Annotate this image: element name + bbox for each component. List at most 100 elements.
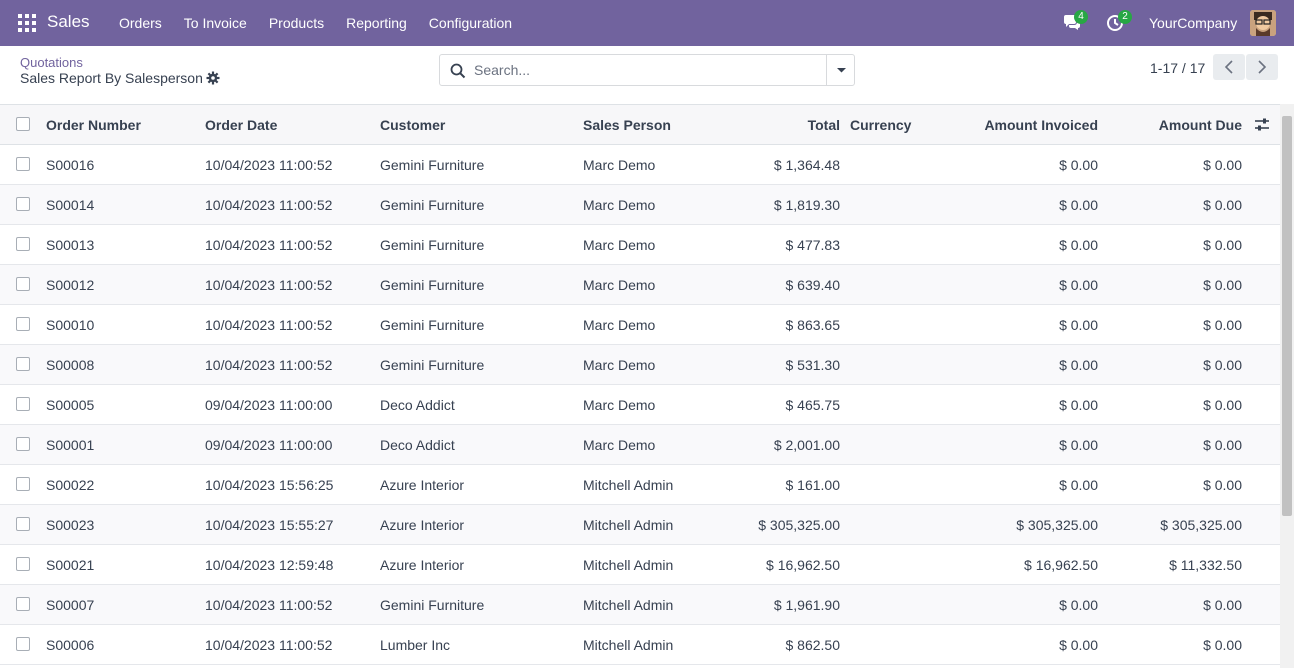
row-select-checkbox[interactable] xyxy=(16,557,30,571)
search-options-toggle[interactable] xyxy=(826,55,855,85)
cell-amount-due: $ 0.00 xyxy=(1203,277,1242,293)
column-header-order-number[interactable]: Order Number xyxy=(46,117,141,133)
row-select-checkbox[interactable] xyxy=(16,277,30,291)
cell-order-date: 09/04/2023 11:00:00 xyxy=(205,437,333,453)
cell-customer: Deco Addict xyxy=(380,397,455,413)
cell-amount-due: $ 0.00 xyxy=(1203,637,1242,653)
cell-sales-person: Marc Demo xyxy=(583,397,656,413)
cell-order-date: 10/04/2023 15:56:25 xyxy=(205,477,334,493)
menu-item-orders[interactable]: Orders xyxy=(119,15,162,31)
row-select-checkbox[interactable] xyxy=(16,597,30,611)
cell-total: $ 531.30 xyxy=(785,357,841,373)
cell-sales-person: Marc Demo xyxy=(583,157,656,173)
cell-total: $ 1,819.30 xyxy=(773,197,840,213)
cell-total: $ 1,961.90 xyxy=(773,597,840,613)
pager-value[interactable]: 1-17 / 17 xyxy=(1150,60,1206,76)
cell-total: $ 1,364.48 xyxy=(773,157,840,173)
row-select-checkbox[interactable] xyxy=(16,357,30,371)
table-row[interactable]: S00006 10/04/2023 11:00:52 Lumber Inc Mitch… xyxy=(0,625,1280,665)
table-row[interactable]: S00021 10/04/2023 12:59:48 Azure Interior M… xyxy=(0,545,1280,585)
table-row[interactable]: S00014 10/04/2023 11:00:52 Gemini Furnitur… xyxy=(0,185,1280,225)
cell-order-number: S00007 xyxy=(46,597,95,613)
select-all-checkbox[interactable] xyxy=(16,117,30,131)
cell-customer: Gemini Furniture xyxy=(380,597,485,613)
row-select-checkbox[interactable] xyxy=(16,397,30,411)
cell-amount-invoiced: $ 305,325.00 xyxy=(1016,517,1098,533)
company-switcher[interactable]: YourCompany xyxy=(1149,15,1238,31)
cell-order-date: 10/04/2023 11:00:52 xyxy=(205,357,333,373)
row-select-checkbox[interactable] xyxy=(16,637,30,651)
column-header-amount-due[interactable]: Amount Due xyxy=(1158,117,1242,133)
column-header-customer[interactable]: Customer xyxy=(380,117,446,133)
optional-columns-sliders-icon[interactable] xyxy=(1254,117,1270,133)
column-header-total[interactable]: Total xyxy=(807,117,840,133)
table-row[interactable]: S00007 10/04/2023 11:00:52 Gemini Furnitur… xyxy=(0,585,1280,625)
cell-sales-person: Mitchell Admin xyxy=(583,557,674,573)
row-select-checkbox[interactable] xyxy=(16,477,30,491)
cell-customer: Azure Interior xyxy=(380,517,465,533)
column-header-amount-invoiced[interactable]: Amount Invoiced xyxy=(984,117,1098,133)
cell-sales-person: Mitchell Admin xyxy=(583,597,674,613)
scrollbar-thumb[interactable] xyxy=(1282,116,1292,516)
cell-amount-due: $ 0.00 xyxy=(1203,357,1242,373)
cell-total: $ 465.75 xyxy=(785,397,841,413)
cell-order-date: 10/04/2023 11:00:52 xyxy=(205,597,333,613)
pager-next-button[interactable] xyxy=(1246,54,1278,80)
table-row[interactable]: S00005 09/04/2023 11:00:00 Deco Addict Marc… xyxy=(0,385,1280,425)
row-select-checkbox[interactable] xyxy=(16,437,30,451)
cell-total: $ 16,962.50 xyxy=(766,557,840,573)
cell-order-date: 10/04/2023 11:00:52 xyxy=(205,157,333,173)
row-select-checkbox[interactable] xyxy=(16,197,30,211)
column-header-currency[interactable]: Currency xyxy=(850,117,912,133)
table-row[interactable]: S00001 09/04/2023 11:00:00 Deco Addict Marc… xyxy=(0,425,1280,465)
cell-amount-invoiced: $ 0.00 xyxy=(1059,597,1098,613)
column-header-sales-person[interactable]: Sales Person xyxy=(583,117,671,133)
column-header-order-date[interactable]: Order Date xyxy=(205,117,278,133)
menu-item-to-invoice[interactable]: To Invoice xyxy=(183,15,247,31)
cell-total: $ 639.40 xyxy=(785,277,841,293)
cell-amount-due: $ 0.00 xyxy=(1203,237,1242,253)
cell-order-date: 10/04/2023 11:00:52 xyxy=(205,277,333,293)
cell-sales-person: Mitchell Admin xyxy=(583,517,674,533)
table-row[interactable]: S00008 10/04/2023 11:00:52 Gemini Furnitur… xyxy=(0,345,1280,385)
cell-amount-invoiced: $ 0.00 xyxy=(1059,237,1098,253)
table-row[interactable]: S00022 10/04/2023 15:56:25 Azure Interior M… xyxy=(0,465,1280,505)
cell-total: $ 305,325.00 xyxy=(758,517,840,533)
app-brand[interactable]: Sales xyxy=(47,12,90,31)
chevron-left-icon xyxy=(1224,60,1233,74)
table-row[interactable]: S00010 10/04/2023 11:00:52 Gemini Furnitur… xyxy=(0,305,1280,345)
cell-amount-invoiced: $ 16,962.50 xyxy=(1024,557,1098,573)
apps-menu-icon[interactable] xyxy=(18,14,36,32)
cell-customer: Gemini Furniture xyxy=(380,317,485,333)
cell-sales-person: Marc Demo xyxy=(583,277,656,293)
user-avatar[interactable] xyxy=(1250,10,1276,36)
caret-down-icon xyxy=(837,68,846,73)
row-select-checkbox[interactable] xyxy=(16,237,30,251)
search-icon xyxy=(450,63,466,79)
cell-customer: Gemini Furniture xyxy=(380,357,485,373)
row-select-checkbox[interactable] xyxy=(16,517,30,531)
row-select-checkbox[interactable] xyxy=(16,157,30,171)
messages-icon[interactable]: 4 xyxy=(1062,10,1088,32)
table-row[interactable]: S00012 10/04/2023 11:00:52 Gemini Furnitur… xyxy=(0,265,1280,305)
row-select-checkbox[interactable] xyxy=(16,317,30,331)
breadcrumb-quotations[interactable]: Quotations xyxy=(20,55,83,70)
gear-icon[interactable] xyxy=(206,71,220,85)
pager-previous-button[interactable] xyxy=(1213,54,1245,80)
cell-order-date: 10/04/2023 11:00:52 xyxy=(205,317,333,333)
menu-item-reporting[interactable]: Reporting xyxy=(346,15,407,31)
cell-amount-invoiced: $ 0.00 xyxy=(1059,317,1098,333)
table-row[interactable]: S00023 10/04/2023 15:55:27 Azure Interior M… xyxy=(0,505,1280,545)
cell-total: $ 862.50 xyxy=(785,637,841,653)
table-header: Order Number Order Date Customer Sales P… xyxy=(0,105,1280,145)
cell-order-number: S00010 xyxy=(46,317,95,333)
menu-item-configuration[interactable]: Configuration xyxy=(428,15,513,31)
search-input[interactable] xyxy=(474,59,824,81)
cell-sales-person: Marc Demo xyxy=(583,357,656,373)
activities-clock-icon[interactable]: 2 xyxy=(1106,10,1132,32)
cell-sales-person: Mitchell Admin xyxy=(583,637,674,653)
menu-item-products[interactable]: Products xyxy=(268,15,325,31)
table-row[interactable]: S00013 10/04/2023 11:00:52 Gemini Furnitur… xyxy=(0,225,1280,265)
table-row[interactable]: S00016 10/04/2023 11:00:52 Gemini Furnitur… xyxy=(0,145,1280,185)
chevron-right-icon xyxy=(1258,60,1267,74)
